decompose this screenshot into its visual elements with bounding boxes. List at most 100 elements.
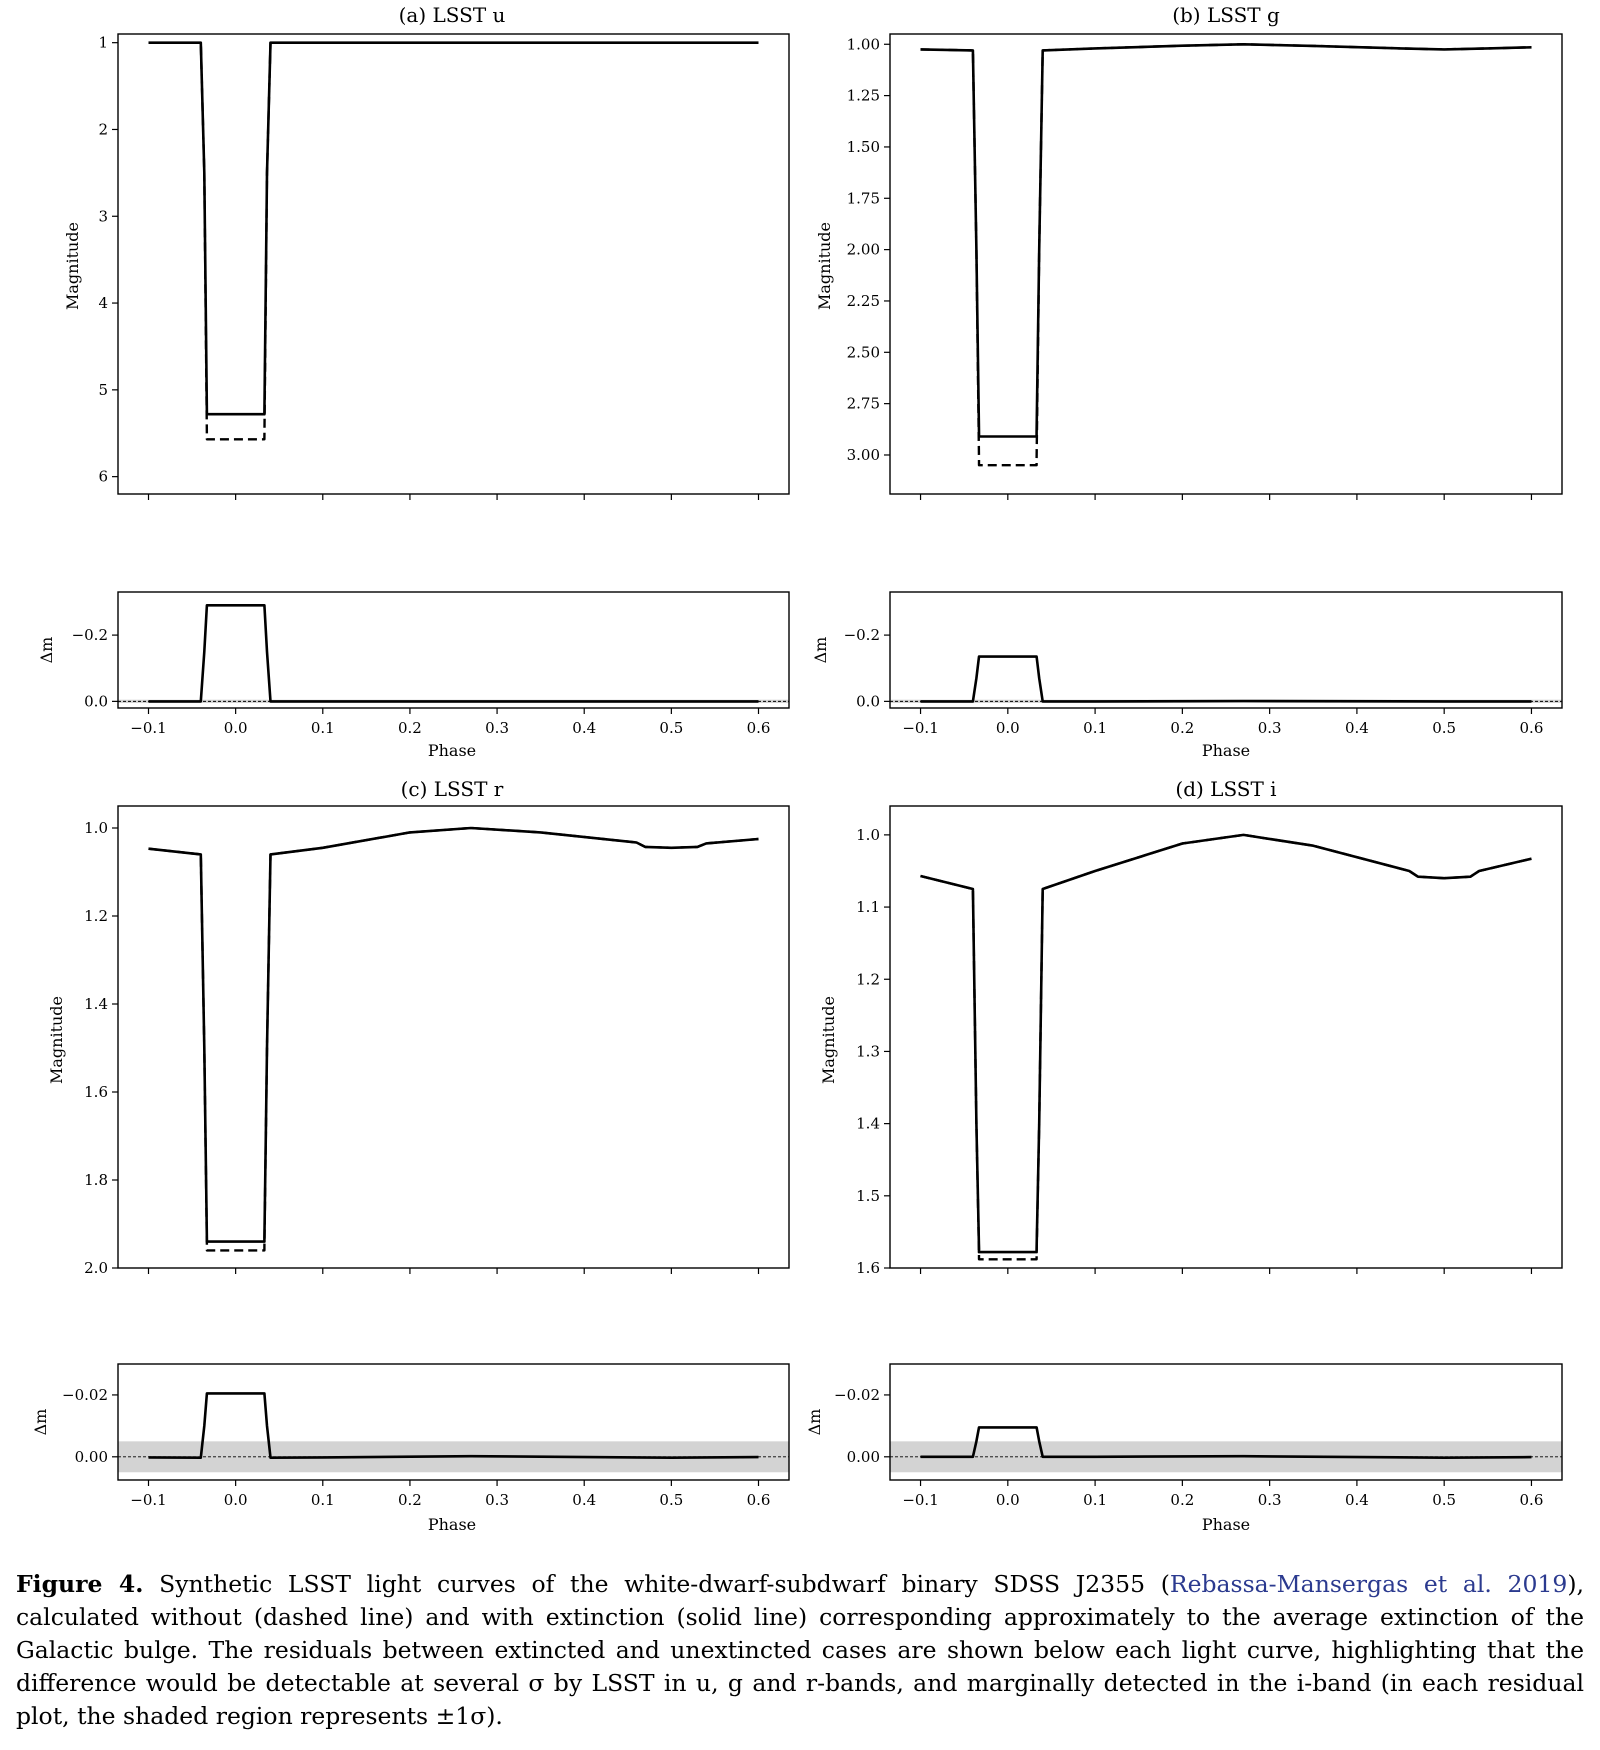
figure: (a) LSST u Magnitude Δm Phase 1 2 3 4 5 6 −0.2 0.0 −… (31, 3, 1563, 1534)
panel-b-series-dashed (920, 43, 1532, 467)
panel-b-ytick-label: 1.75 (847, 189, 880, 207)
panel-b-ylabel: Magnitude (815, 222, 834, 310)
panel-a-xtick-label: 0.4 (572, 719, 596, 737)
panel-c-xlabel: Phase (428, 1515, 476, 1534)
panel-b-xtick-label: 0.3 (1258, 719, 1282, 737)
panel-a (112, 33, 790, 714)
panel-c-xtick-label: 0.0 (224, 1491, 248, 1509)
panel-d-xtick-label: −0.1 (902, 1491, 938, 1509)
panel-c-ytick-label: 1.8 (84, 1171, 108, 1189)
panel-b-ytick-label: 2.25 (847, 292, 880, 310)
panel-d-ytick-label: 1.2 (856, 970, 880, 988)
panel-c-series-solid (148, 826, 759, 1243)
caption-label: Figure 4. (16, 1570, 144, 1598)
panel-b-xtick-label: 0.2 (1170, 719, 1194, 737)
panel-b-ytick-label: 3.00 (847, 446, 880, 464)
figure-caption: Figure 4. Synthetic LSST light curves of… (16, 1568, 1584, 1733)
panel-b (884, 33, 1563, 714)
panel-d-series-solid (920, 833, 1532, 1254)
panel-b-main-frame (889, 33, 1563, 495)
panel-c-xtick-label: 0.5 (659, 1491, 683, 1509)
panel-b-residual-ytick-label: 0.0 (856, 692, 880, 710)
panel-b-title: (b) LSST g (1172, 3, 1280, 27)
panel-a-main-frame (117, 33, 790, 495)
panel-c-xtick-label: 0.4 (572, 1491, 596, 1509)
panel-a-xtick-label: 0.2 (398, 719, 422, 737)
panel-d-ytick-label: 1.6 (856, 1259, 880, 1277)
panel-a-residual-ytick-label: 0.0 (84, 692, 108, 710)
panel-d-xtick-label: 0.0 (996, 1491, 1020, 1509)
panel-c-series-dashed (148, 826, 759, 1252)
panel-d-residual-frame (889, 1363, 1563, 1481)
panel-c-xtick-label: 0.2 (398, 1491, 422, 1509)
panel-a-xlabel: Phase (428, 741, 476, 760)
panel-a-residual-ytick-label: −0.2 (72, 626, 108, 644)
panel-c-xtick-label: 0.6 (747, 1491, 771, 1509)
panel-c-ytick-label: 1.0 (84, 819, 108, 837)
panel-a-series-dashed (148, 41, 759, 441)
panel-c-ytick-label: 1.4 (84, 995, 108, 1013)
caption-text-after: ), calculated without (dashed line) and … (16, 1570, 1585, 1730)
panel-d-ytick-label: 1.5 (856, 1187, 880, 1205)
panel-d-residual-ytick-label: 0.00 (847, 1448, 880, 1466)
panel-c-residual-series (148, 1392, 759, 1459)
caption-citation-link[interactable]: Rebassa-Mansergas et al. 2019 (1169, 1570, 1568, 1598)
panel-b-xtick-label: 0.1 (1083, 719, 1107, 737)
panel-d-ytick-label: 1.1 (856, 898, 880, 916)
panel-d (884, 805, 1563, 1486)
panel-d-residual-ytick-label: −0.02 (834, 1386, 880, 1404)
panel-b-xtick-label: 0.6 (1520, 719, 1544, 737)
panel-d-xtick-label: 0.4 (1345, 1491, 1369, 1509)
panel-b-xtick-label: −0.1 (902, 719, 938, 737)
caption-text-before: Synthetic LSST light curves of the white… (159, 1570, 1170, 1598)
panel-b-xlabel: Phase (1202, 741, 1250, 760)
figure-svg: (a) LSST u Magnitude Δm Phase 1 2 3 4 5 6 −0.2 0.0 −… (31, 3, 1563, 1534)
panel-c-xtick-label: 0.1 (311, 1491, 335, 1509)
panel-a-xtick-label: 0.6 (747, 719, 771, 737)
panel-d-xtick-label: 0.5 (1432, 1491, 1456, 1509)
panel-a-title: (a) LSST u (399, 3, 506, 27)
panel-a-ytick-label: 4 (98, 294, 108, 312)
panel-a-ytick-label: 1 (98, 34, 108, 52)
panel-d-ytick-label: 1.0 (856, 826, 880, 844)
panel-a-ytick-label: 5 (98, 381, 108, 399)
panel-c (112, 805, 790, 1486)
panel-d-ytick-label: 1.4 (856, 1115, 880, 1133)
panel-b-xtick-label: 0.0 (996, 719, 1020, 737)
panel-d-ylabel: Magnitude (819, 996, 838, 1084)
panel-b-residual-ytick-label: −0.2 (844, 626, 880, 644)
panel-c-xtick-label: −0.1 (130, 1491, 166, 1509)
panel-a-residual-series (148, 604, 759, 703)
panel-b-series-solid (920, 43, 1532, 438)
panel-b-residual-series (920, 655, 1532, 703)
panel-c-ytick-label: 1.6 (84, 1083, 108, 1101)
panel-a-series-solid (148, 41, 759, 416)
panel-b-ytick-label: 1.25 (847, 87, 880, 105)
panel-a-ylabel: Magnitude (63, 222, 82, 310)
panel-d-ytick-label: 1.3 (856, 1042, 880, 1060)
panel-d-residual-ylabel: Δm (805, 1409, 824, 1436)
panel-c-ytick-label: 2.0 (84, 1259, 108, 1277)
panel-a-residual-frame (117, 591, 790, 709)
panel-c-residual-frame (117, 1363, 790, 1481)
panel-a-xtick-label: 0.5 (659, 719, 683, 737)
panel-d-xtick-label: 0.6 (1520, 1491, 1544, 1509)
panel-c-main-frame (117, 805, 790, 1269)
panel-d-title: (d) LSST i (1175, 777, 1276, 801)
panel-d-xtick-label: 0.2 (1170, 1491, 1194, 1509)
panel-b-residual-ylabel: Δm (811, 637, 830, 664)
panel-c-residual-ytick-label: 0.00 (75, 1448, 108, 1466)
panel-b-xtick-label: 0.5 (1432, 719, 1456, 737)
panel-b-ytick-label: 1.50 (847, 138, 880, 156)
panel-a-residual-ylabel: Δm (37, 637, 56, 664)
panel-b-ytick-label: 2.75 (847, 395, 880, 413)
panel-a-xtick-label: −0.1 (130, 719, 166, 737)
panel-c-ylabel: Magnitude (47, 996, 66, 1084)
panel-d-series-dashed (920, 833, 1532, 1261)
panel-b-ytick-label: 2.50 (847, 343, 880, 361)
panel-d-residual-series (920, 1426, 1532, 1459)
panel-d-main-frame (889, 805, 1563, 1269)
panel-a-ytick-label: 2 (98, 120, 108, 138)
panel-a-xtick-label: 0.0 (224, 719, 248, 737)
panel-a-ytick-label: 3 (98, 207, 108, 225)
